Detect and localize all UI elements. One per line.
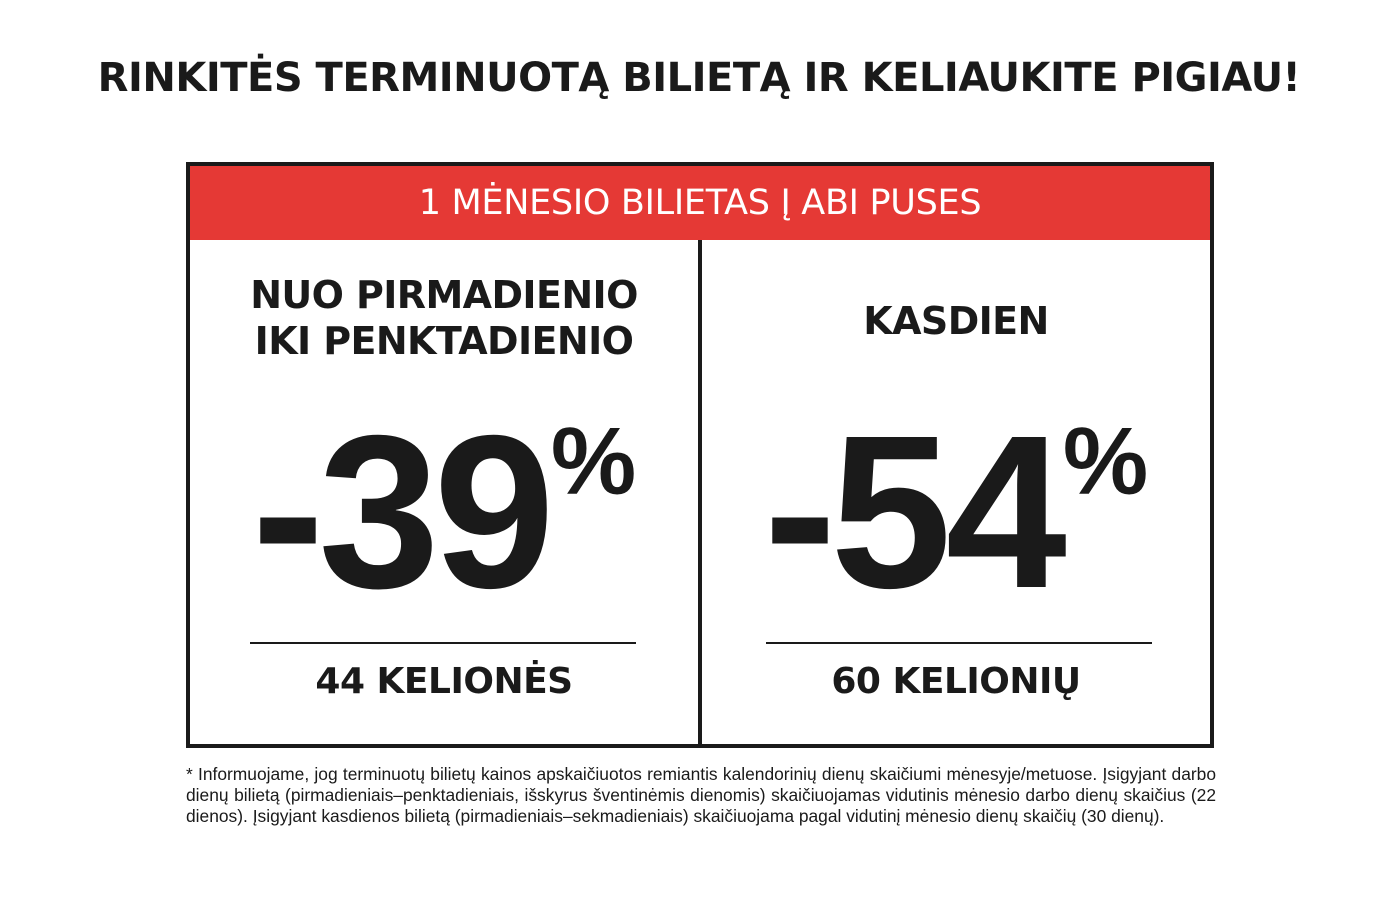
offer-weekdays: NUO PIRMADIENIO IKI PENKTADIENIO -39% 44… (190, 240, 698, 744)
percent-sign: % (550, 408, 637, 515)
offer-weekdays-title-line2: IKI PENKTADIENIO (254, 319, 634, 363)
offer-weekdays-trips: 44 KELIONĖS (315, 661, 573, 702)
offer-daily-trips: 60 KELIONIŲ (831, 661, 1081, 702)
divider-rule (250, 642, 636, 644)
percent-sign: % (1062, 408, 1149, 515)
footnote-text: * Informuojame, jog terminuotų bilietų k… (186, 764, 1216, 826)
page-headline: RINKITĖS TERMINUOTĄ BILIETĄ IR KELIAUKIT… (97, 55, 1301, 101)
offer-daily-discount: -54% (702, 398, 1210, 658)
discount-value: -54 (763, 391, 1067, 634)
column-divider (698, 240, 702, 744)
offer-weekdays-discount: -39% (190, 398, 698, 658)
offer-weekdays-title-line1: NUO PIRMADIENIO (250, 273, 638, 317)
ticket-type-banner: 1 MĖNESIO BILIETAS Į ABI PUSES (190, 166, 1210, 240)
ticket-offer-box: 1 MĖNESIO BILIETAS Į ABI PUSES NUO PIRMA… (186, 162, 1214, 748)
offer-daily: KASDIEN -54% 60 KELIONIŲ (702, 240, 1210, 744)
footnote: * Informuojame, jog terminuotų bilietų k… (186, 764, 1216, 827)
offer-daily-title: KASDIEN (863, 299, 1049, 343)
offer-weekdays-title: NUO PIRMADIENIO IKI PENKTADIENIO (190, 272, 698, 364)
discount-value: -39 (251, 391, 555, 634)
divider-rule (766, 642, 1152, 644)
